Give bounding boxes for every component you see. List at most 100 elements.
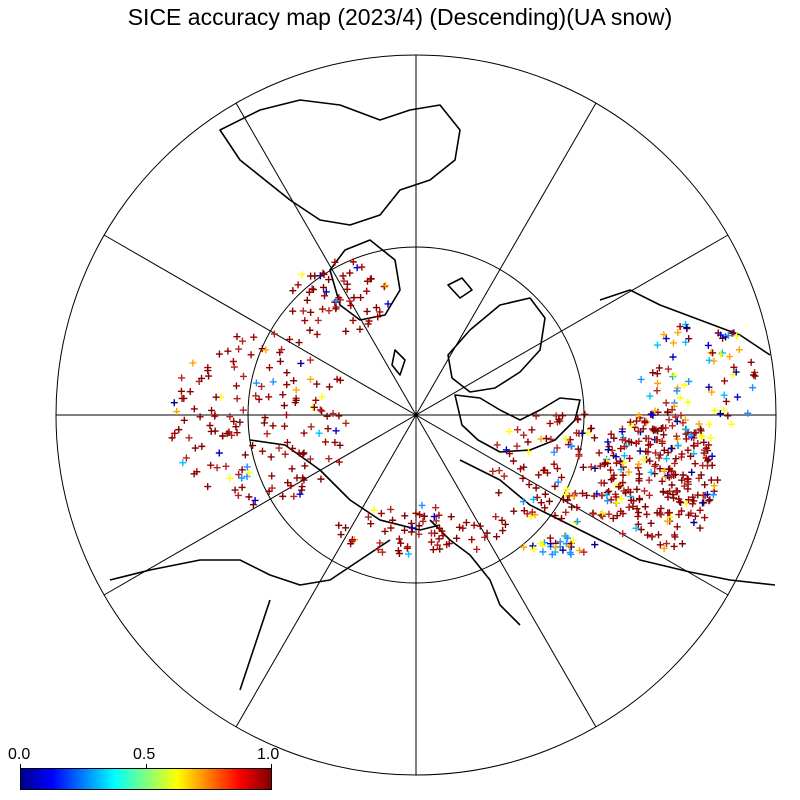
accuracy-marker xyxy=(567,442,575,450)
accuracy-marker xyxy=(678,450,686,458)
accuracy-marker xyxy=(674,329,682,337)
accuracy-marker xyxy=(430,513,438,521)
accuracy-marker xyxy=(591,541,599,549)
accuracy-marker xyxy=(238,466,246,474)
accuracy-marker xyxy=(633,505,641,513)
accuracy-marker xyxy=(325,276,333,284)
accuracy-marker xyxy=(524,448,532,456)
accuracy-marker xyxy=(300,429,308,437)
accuracy-marker xyxy=(236,418,244,426)
accuracy-marker xyxy=(677,507,685,515)
accuracy-marker xyxy=(190,405,198,413)
accuracy-marker xyxy=(357,294,365,302)
colorbar-mid-label: 0.5 xyxy=(133,746,156,763)
accuracy-marker xyxy=(278,346,286,354)
accuracy-marker xyxy=(509,457,517,465)
accuracy-marker xyxy=(358,263,366,271)
accuracy-marker xyxy=(553,444,561,452)
accuracy-marker xyxy=(294,281,302,289)
accuracy-marker xyxy=(483,529,491,537)
accuracy-marker xyxy=(705,420,713,428)
accuracy-marker xyxy=(313,330,321,338)
accuracy-marker xyxy=(665,416,673,424)
accuracy-marker xyxy=(660,431,668,439)
accuracy-marker xyxy=(378,548,386,556)
accuracy-marker xyxy=(335,521,343,529)
accuracy-marker xyxy=(640,487,648,495)
accuracy-marker xyxy=(325,307,333,315)
accuracy-marker xyxy=(664,408,672,416)
accuracy-marker xyxy=(363,307,371,315)
accuracy-marker xyxy=(550,460,558,468)
accuracy-marker xyxy=(535,471,543,479)
accuracy-marker xyxy=(529,495,537,503)
accuracy-marker xyxy=(296,490,304,498)
accuracy-marker xyxy=(600,460,608,468)
accuracy-marker xyxy=(331,258,339,266)
accuracy-marker xyxy=(230,417,238,425)
accuracy-marker xyxy=(646,440,654,448)
accuracy-marker xyxy=(547,435,555,443)
accuracy-marker xyxy=(211,411,219,419)
accuracy-marker xyxy=(651,462,659,470)
accuracy-marker xyxy=(528,508,536,516)
accuracy-marker xyxy=(591,434,599,442)
accuracy-marker xyxy=(427,529,435,537)
accuracy-marker xyxy=(541,490,549,498)
accuracy-marker xyxy=(249,501,257,509)
accuracy-marker xyxy=(251,496,259,504)
accuracy-marker xyxy=(656,465,664,473)
accuracy-marker xyxy=(677,411,685,419)
accuracy-marker xyxy=(633,485,641,493)
accuracy-marker xyxy=(647,519,655,527)
accuracy-marker xyxy=(583,491,591,499)
accuracy-marker xyxy=(636,447,644,455)
accuracy-marker xyxy=(501,520,509,528)
accuracy-marker xyxy=(684,398,692,406)
accuracy-marker xyxy=(233,333,241,341)
accuracy-marker xyxy=(690,429,698,437)
colorbar-tick xyxy=(271,764,272,770)
accuracy-marker xyxy=(527,513,535,521)
accuracy-marker xyxy=(447,513,455,521)
accuracy-marker xyxy=(249,442,257,450)
coastline-canadian-archipelago xyxy=(454,394,581,453)
accuracy-marker xyxy=(226,413,234,421)
accuracy-marker xyxy=(716,410,724,418)
accuracy-marker xyxy=(495,489,503,497)
accuracy-marker xyxy=(656,451,664,459)
accuracy-marker xyxy=(252,392,260,400)
accuracy-marker xyxy=(673,432,681,440)
accuracy-marker xyxy=(589,510,597,518)
accuracy-marker xyxy=(599,509,607,517)
accuracy-marker xyxy=(620,452,628,460)
accuracy-marker xyxy=(598,491,606,499)
accuracy-marker xyxy=(619,530,627,538)
accuracy-marker xyxy=(300,449,308,457)
accuracy-marker xyxy=(432,517,440,525)
accuracy-marker xyxy=(646,457,654,465)
accuracy-marker xyxy=(407,519,415,527)
accuracy-marker xyxy=(287,482,295,490)
accuracy-marker xyxy=(312,396,320,404)
accuracy-marker xyxy=(401,526,409,534)
accuracy-marker xyxy=(340,277,348,285)
accuracy-marker xyxy=(710,357,718,365)
accuracy-marker xyxy=(707,476,715,484)
accuracy-marker xyxy=(265,364,273,372)
accuracy-marker xyxy=(231,486,239,494)
accuracy-marker xyxy=(532,412,540,420)
accuracy-marker xyxy=(724,331,732,339)
accuracy-marker xyxy=(634,520,642,528)
accuracy-marker xyxy=(697,425,705,433)
accuracy-marker xyxy=(415,530,423,538)
accuracy-marker xyxy=(514,426,522,434)
accuracy-marker xyxy=(298,271,306,279)
accuracy-marker xyxy=(238,474,246,482)
accuracy-marker xyxy=(566,548,574,556)
accuracy-marker xyxy=(381,282,389,290)
accuracy-marker xyxy=(418,501,426,509)
accuracy-marker xyxy=(376,308,384,316)
accuracy-marker xyxy=(290,377,298,385)
accuracy-marker xyxy=(408,524,416,532)
